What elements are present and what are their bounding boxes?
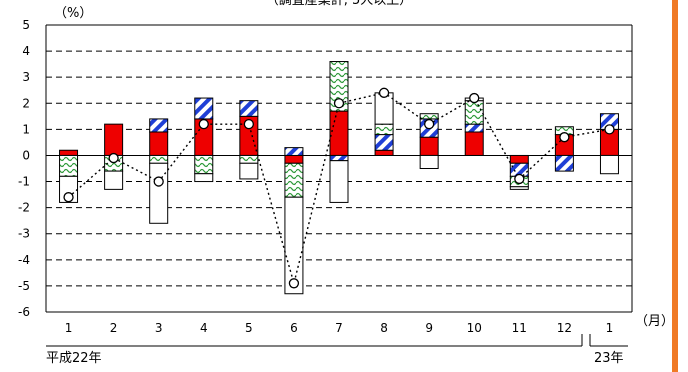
x-tick-label: 4: [200, 321, 208, 335]
bar-segment-red: [104, 123, 124, 156]
x-tick-label: 2: [110, 321, 118, 335]
x-tick-label: 8: [380, 321, 388, 335]
x-tick-label: 12: [557, 321, 572, 335]
bar-segment-white: [284, 196, 304, 295]
y-tick-label: 5: [22, 18, 30, 32]
era-label-h22: 平成22年: [46, 351, 102, 366]
y-tick-label: -6: [18, 305, 30, 319]
total-point: [198, 118, 209, 130]
bar-segment-green_wave: [149, 154, 169, 164]
bar-segment-green_wave: [374, 123, 394, 136]
bar-segment-red: [374, 149, 394, 156]
x-tick-label: 1: [65, 321, 73, 335]
total-point: [378, 87, 390, 98]
bar-segment-green_wave: [464, 100, 484, 125]
year-divider: [46, 334, 628, 347]
bar-segment-white: [239, 162, 259, 180]
bar-segment-white: [104, 170, 124, 190]
bar-segment-green_wave: [194, 154, 214, 175]
x-tick-label: 9: [425, 321, 433, 335]
x-tick-label: 3: [155, 321, 163, 335]
bar-segment-white: [194, 173, 214, 183]
total-point: [333, 98, 345, 109]
bar-segment-red: [329, 110, 349, 156]
y-tick-label: 4: [22, 44, 30, 58]
total-point: [63, 192, 74, 203]
bar-segment-blue_hatch: [464, 123, 484, 133]
bar-segment-green_wave: [329, 61, 349, 112]
bar-segment-red: [149, 131, 169, 156]
total-point: [153, 176, 164, 187]
bar-segment-green_wave: [239, 154, 259, 164]
y-tick-label: -1: [18, 175, 30, 189]
bar-segment-blue_hatch: [374, 134, 394, 151]
y-tick-label: 1: [22, 122, 30, 136]
total-point: [424, 118, 435, 130]
bar-segment-green_wave: [419, 113, 439, 120]
bar-segment-red: [59, 149, 79, 156]
bar-segment-red: [509, 154, 529, 164]
bar-segment-blue_hatch: [194, 97, 214, 120]
bar-segment-red: [419, 136, 439, 156]
x-tick-label: 10: [467, 321, 482, 335]
y-tick-label: 3: [22, 70, 30, 84]
bar-segment-white: [419, 154, 439, 169]
y-tick-label: -3: [18, 227, 30, 241]
y-tick-label: 2: [22, 96, 30, 110]
x-tick-label: 11: [512, 321, 527, 335]
era-label-h23: 23年: [594, 351, 624, 366]
bar-segment-white: [509, 186, 529, 190]
total-point: [514, 173, 525, 185]
orange-edge-strip: [672, 0, 678, 372]
chart-title: （調査産業計, 5人以上）: [266, 0, 413, 8]
bar-segment-blue_hatch: [554, 154, 574, 172]
bar-segment-blue_hatch: [284, 147, 304, 156]
x-tick-label: 5: [245, 321, 253, 335]
bar-segment-blue_hatch: [329, 154, 349, 162]
x-tick-label: 7: [335, 321, 343, 335]
y-axis-unit: （%）: [54, 6, 92, 21]
bar-segment-red: [464, 131, 484, 156]
bar-segment-white: [149, 162, 169, 224]
bar-segment-blue_hatch: [239, 100, 259, 117]
y-tick-label: -4: [18, 253, 30, 267]
bar-segment-blue_hatch: [149, 118, 169, 133]
bar-segment-white: [599, 154, 619, 175]
bar-segment-red: [284, 154, 304, 164]
bar-segment-green_wave: [59, 154, 79, 177]
total-point: [469, 92, 480, 104]
total-point: [288, 278, 300, 289]
total-point: [604, 124, 615, 135]
total-point: [559, 132, 570, 143]
total-point: [108, 152, 119, 164]
x-tick-label: 1: [606, 321, 614, 335]
x-axis-unit: （月）: [635, 314, 674, 329]
x-tick-label: 6: [290, 321, 298, 335]
y-tick-label: 0: [22, 148, 30, 162]
total-point: [243, 118, 254, 130]
y-tick-label: -5: [18, 279, 30, 293]
y-tick-label: -2: [18, 201, 30, 215]
bar-segment-green_wave: [284, 162, 304, 198]
bar-segment-white: [329, 160, 349, 203]
